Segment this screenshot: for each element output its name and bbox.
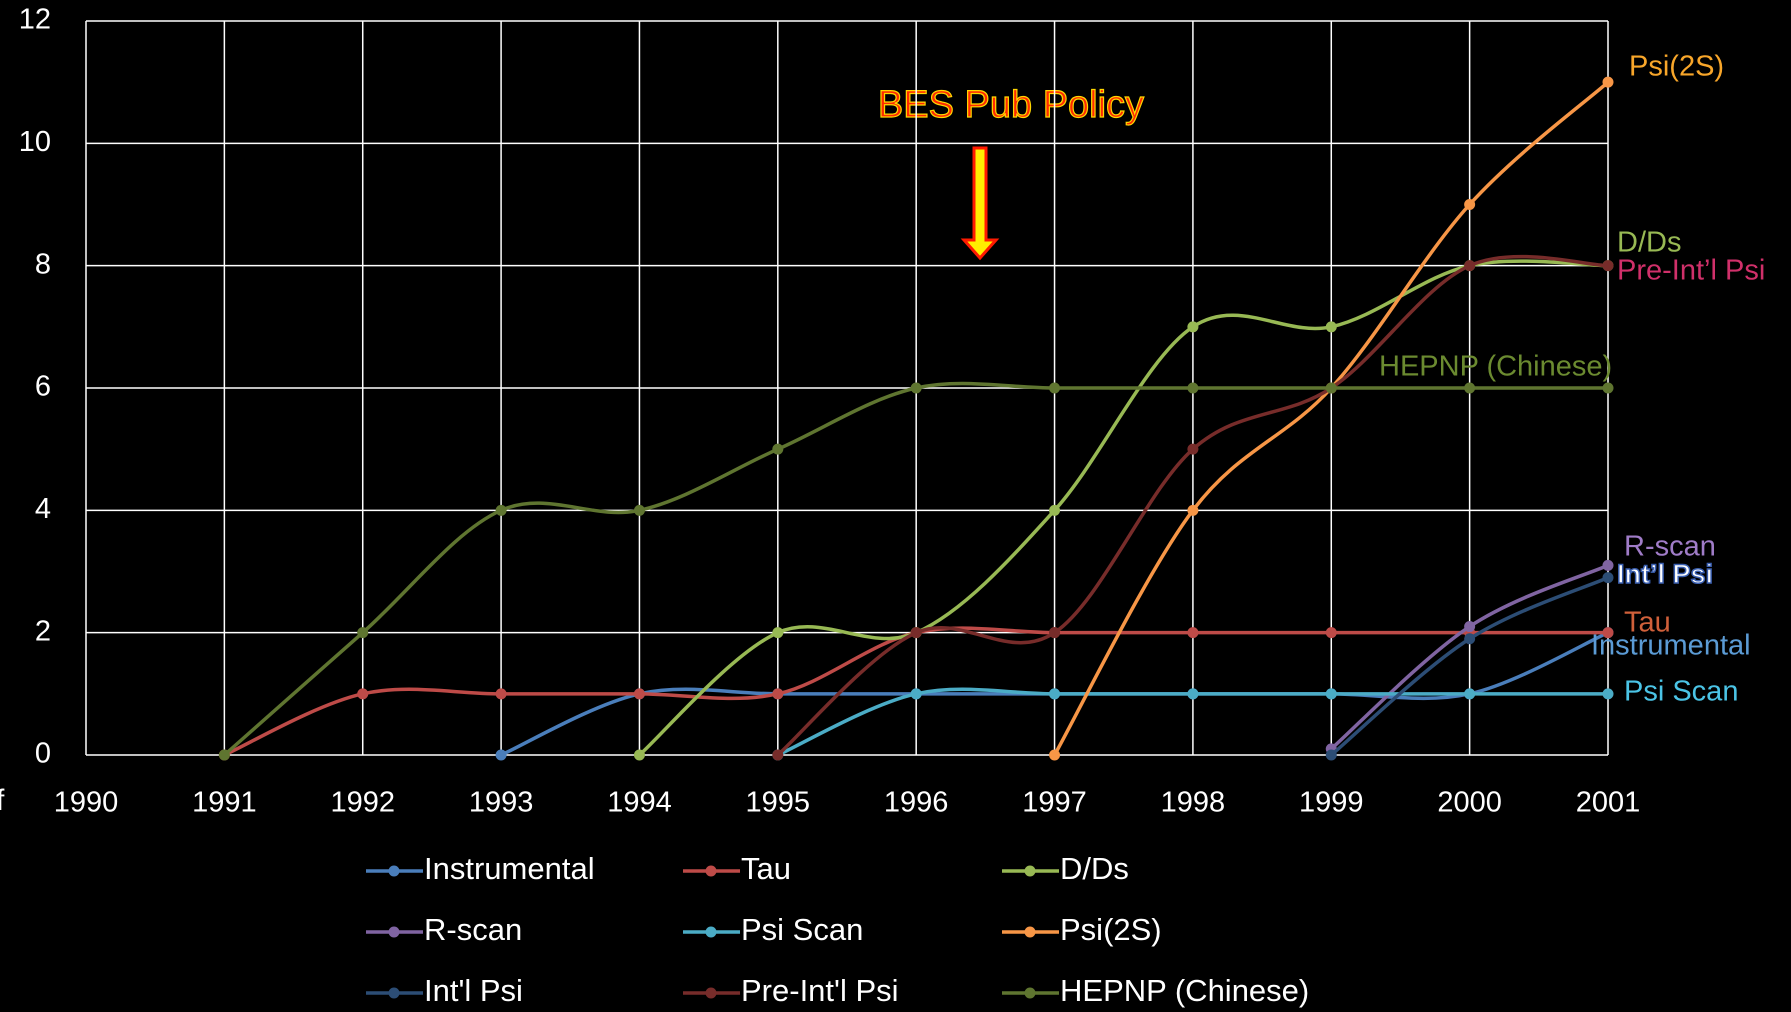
data-point [1602,382,1614,394]
data-point [1602,260,1614,272]
data-point [495,688,507,700]
data-point [1602,572,1614,584]
data-point [495,749,507,761]
legend-label: Pre-Int'l Psi [741,973,899,1008]
data-point [1464,621,1476,633]
y-tick-label: 6 [35,371,51,403]
legend-marker [705,865,717,877]
legend-label: Tau [741,851,791,886]
data-point [1187,504,1199,516]
legend-marker [705,926,717,938]
end-label: HEPNP (Chinese) [1379,351,1612,383]
data-point [1602,559,1614,571]
legend-marker [1024,926,1036,938]
legend-label: D/Ds [1060,851,1129,886]
data-point [1325,688,1337,700]
x-tick-label: 1990 [54,787,119,819]
data-point [772,443,784,455]
data-point [1049,749,1061,761]
y-tick-label: 0 [35,738,51,770]
legend-marker [1024,865,1036,877]
y-tick-label: 2 [35,615,51,647]
x-tick-label: 2001 [1576,787,1641,819]
x-tick-label: 1994 [607,787,672,819]
end-label: Pre-Int’l Psi [1617,255,1765,287]
data-point [1187,688,1199,700]
data-point [1325,321,1337,333]
data-point [1325,627,1337,639]
end-label: Psi(2S) [1629,51,1724,83]
legend-label: R-scan [424,912,522,947]
end-label: Tau [1624,607,1671,639]
x-tick-label: 1996 [884,787,949,819]
data-point [772,749,784,761]
data-point [1464,633,1476,645]
y-tick-label: 12 [19,4,51,36]
data-point [1049,382,1061,394]
data-point [1464,688,1476,700]
data-point [1187,382,1199,394]
x-tick-label: 1992 [330,787,395,819]
legend-label: Psi(2S) [1060,912,1162,947]
data-point [633,688,645,700]
y-tick-label: 8 [35,248,51,280]
x-tick-label: 1993 [469,787,534,819]
data-point [1187,321,1199,333]
annotation-arrow [960,146,1000,261]
data-point [910,688,922,700]
legend-marker [388,926,400,938]
annotation: BES Pub Policy [878,84,1144,126]
data-point [1325,749,1337,761]
data-point [357,627,369,639]
data-point [1187,627,1199,639]
x-tick-label: 1995 [746,787,811,819]
end-label: D/Ds [1617,227,1681,259]
legend-marker [1024,987,1036,999]
legend-marker [705,987,717,999]
end-label: Psi Scan [1624,676,1738,708]
y-tick-label: 4 [35,493,51,525]
data-point [633,749,645,761]
end-label: R-scan [1624,531,1716,563]
end-label: Int’l Psi [1617,559,1713,589]
data-point [633,504,645,516]
data-point [772,627,784,639]
x-tick-label: 1999 [1299,787,1364,819]
data-point [218,749,230,761]
y-axis-label: f [0,784,5,817]
legend-marker [388,865,400,877]
data-point [1187,443,1199,455]
data-point [1464,199,1476,210]
end-label: Instrumental [1591,630,1751,662]
x-tick-label: 1997 [1022,787,1087,819]
legend-label: Psi Scan [741,912,863,947]
data-point [1602,76,1614,88]
data-point [910,627,922,639]
data-point [1602,627,1614,639]
data-point [1049,688,1061,700]
legend-label: HEPNP (Chinese) [1060,973,1309,1008]
data-point [1464,260,1476,272]
data-point [1464,382,1476,394]
series-line [638,259,1609,757]
data-point [772,688,784,700]
legend-marker [388,987,400,999]
data-point [357,688,369,700]
legend-label: Instrumental [424,851,595,886]
x-tick-label: 2000 [1437,787,1502,819]
data-point [910,382,922,394]
x-tick-label: 1998 [1161,787,1226,819]
data-point [1602,688,1614,700]
legend-label: Int'l Psi [424,973,523,1008]
data-point [495,504,507,516]
data-point [1325,382,1337,394]
y-tick-label: 10 [19,126,51,158]
series-line [223,381,1608,757]
x-tick-label: 1991 [192,787,257,819]
data-point [1049,627,1061,639]
data-point [1049,504,1061,516]
